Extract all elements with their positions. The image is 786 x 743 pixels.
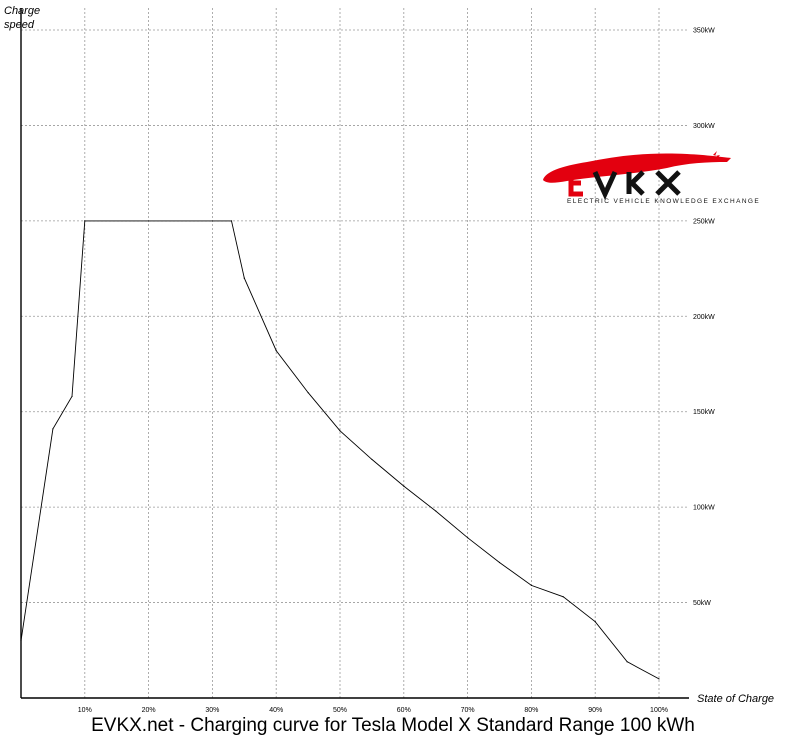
grid-layer bbox=[21, 8, 689, 698]
y-tick-label: 150kW bbox=[693, 409, 715, 416]
x-tick-label: 90% bbox=[588, 707, 602, 714]
x-tick-label: 20% bbox=[142, 707, 156, 714]
y-tick-label: 250kW bbox=[693, 218, 715, 225]
data-point bbox=[403, 485, 405, 487]
x-tick-label: 100% bbox=[650, 707, 668, 714]
y-tick-label: 200kW bbox=[693, 314, 715, 321]
y-tick-label: 300kW bbox=[693, 123, 715, 130]
data-point bbox=[339, 430, 341, 432]
data-point bbox=[562, 596, 564, 598]
data-point bbox=[20, 640, 22, 642]
data-point bbox=[594, 621, 596, 623]
x-tick-label: 50% bbox=[333, 707, 347, 714]
x-tick-label: 30% bbox=[205, 707, 219, 714]
x-tick-label: 10% bbox=[78, 707, 92, 714]
data-point bbox=[467, 537, 469, 539]
data-point bbox=[71, 395, 73, 398]
series-layer bbox=[20, 220, 660, 680]
y-tick-label: 100kW bbox=[693, 505, 715, 512]
x-tick-label: 60% bbox=[397, 707, 411, 714]
chart-title: EVKX.net - Charging curve for Tesla Mode… bbox=[91, 715, 695, 736]
data-point bbox=[52, 428, 54, 430]
logo-subtitle: ELECTRIC VEHICLE KNOWLEDGE EXCHANGE bbox=[567, 198, 761, 205]
y-axis-label: Charge speed bbox=[4, 5, 41, 31]
data-point bbox=[307, 392, 309, 394]
data-point bbox=[84, 220, 86, 222]
data-point bbox=[243, 277, 245, 279]
y-tick-label: 350kW bbox=[693, 28, 715, 35]
y-tick-label: 50kW bbox=[693, 600, 711, 607]
data-point bbox=[371, 458, 373, 461]
x-tick-label: 40% bbox=[269, 707, 283, 714]
x-axis-label: State of Charge bbox=[697, 693, 775, 705]
data-point bbox=[498, 561, 501, 564]
x-tick-label: 70% bbox=[461, 707, 475, 714]
data-point bbox=[626, 661, 628, 663]
x-tick-label: 80% bbox=[524, 707, 538, 714]
data-point bbox=[658, 678, 660, 680]
data-point bbox=[275, 350, 277, 352]
evkx-logo: ELECTRIC VEHICLE KNOWLEDGE EXCHANGE bbox=[537, 150, 759, 212]
data-point bbox=[230, 220, 233, 222]
data-point bbox=[530, 584, 533, 586]
tick-labels: 10% 20% 30% 40% 50% 60% 70% 80% 90% 100% 50kW 100kW… bbox=[78, 28, 715, 715]
evkx-car-logo-icon bbox=[543, 151, 733, 201]
data-point bbox=[435, 510, 437, 512]
